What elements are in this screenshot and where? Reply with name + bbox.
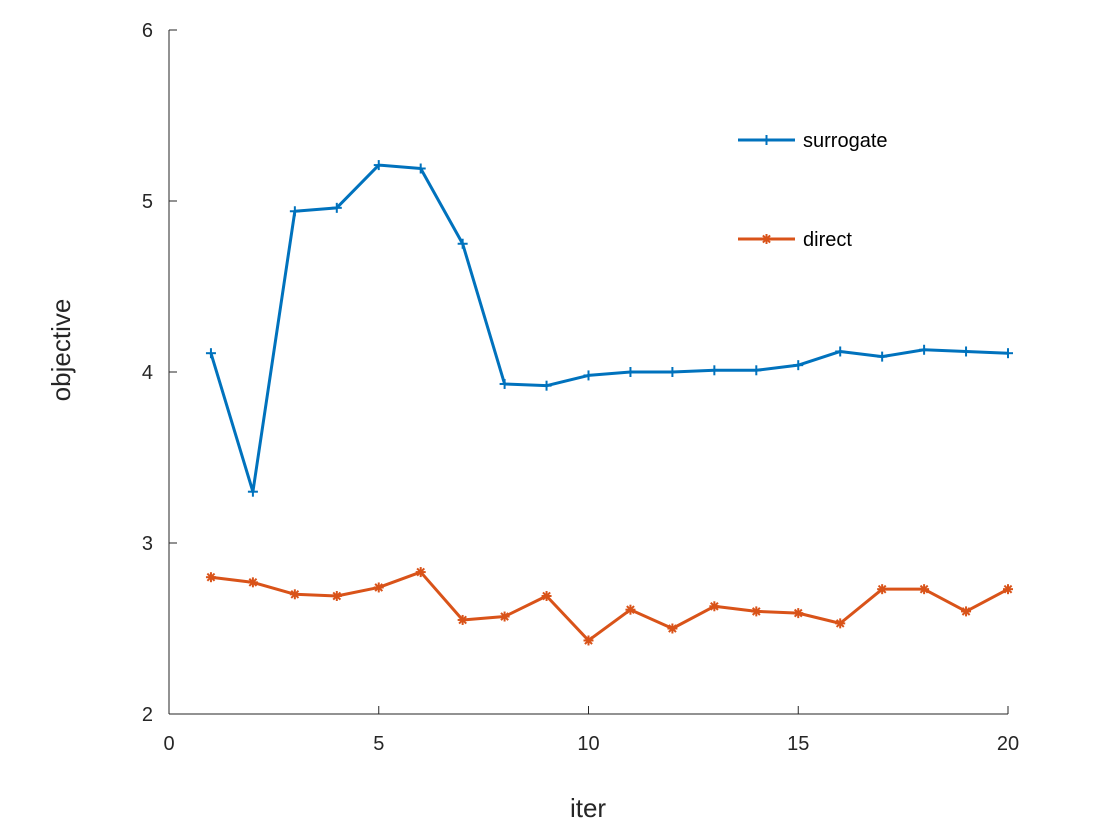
surrogate-point	[625, 367, 636, 377]
direct-point	[583, 635, 594, 646]
direct-line	[210, 570, 1009, 642]
direct-point	[499, 611, 510, 622]
y-tick-label: 3	[142, 533, 153, 555]
surrogate-point	[499, 378, 510, 389]
surrogate-point	[1003, 348, 1013, 359]
plot-series	[205, 160, 1013, 646]
tick-labels: 0 5 10 15 20 2 3 4 5 6	[142, 20, 1019, 755]
legend-label: surrogate	[803, 130, 888, 152]
y-axis-label: objective	[46, 299, 76, 402]
direct-point	[331, 591, 342, 602]
surrogate-line	[209, 163, 1009, 494]
x-tick-label: 0	[163, 733, 174, 755]
direct-point	[289, 589, 300, 600]
direct-point	[625, 604, 636, 615]
direct-point	[541, 591, 552, 602]
surrogate-point	[415, 163, 426, 174]
surrogate-point	[751, 365, 762, 376]
direct-point	[1003, 584, 1013, 595]
direct-point	[457, 614, 468, 625]
legend-marker	[761, 234, 772, 244]
legend: surrogate direct	[738, 130, 888, 251]
y-tick-label: 6	[142, 20, 153, 42]
direct-point	[247, 577, 258, 588]
x-tick-label: 20	[997, 733, 1019, 755]
surrogate-point	[541, 380, 552, 391]
surrogate-point	[457, 238, 468, 249]
y-tick-label: 4	[142, 362, 153, 384]
direct-point	[373, 582, 384, 593]
direct-point	[877, 584, 888, 595]
surrogate-point	[667, 367, 678, 377]
series-direct	[205, 567, 1013, 646]
surrogate-point	[289, 206, 300, 217]
direct-point	[793, 608, 804, 619]
surrogate-point	[709, 365, 720, 376]
direct-point	[751, 606, 762, 617]
direct-point	[709, 601, 720, 612]
x-tick-label: 10	[577, 733, 599, 755]
y-tick-label: 5	[142, 191, 153, 213]
surrogate-point	[331, 202, 342, 213]
surrogate-point	[835, 346, 846, 357]
surrogate-point	[247, 486, 258, 497]
surrogate-point	[919, 344, 930, 355]
legend-entry-direct: direct	[738, 229, 852, 251]
series-surrogate	[205, 160, 1013, 497]
surrogate-point	[205, 348, 216, 359]
y-tick-label: 2	[142, 704, 153, 726]
surrogate-point	[373, 160, 384, 171]
surrogate-point	[877, 351, 888, 362]
surrogate-point	[793, 360, 804, 371]
x-axis-label: iter	[570, 793, 606, 823]
direct-point	[667, 623, 678, 634]
direct-point	[205, 572, 216, 583]
direct-point	[835, 618, 846, 629]
surrogate-point	[961, 346, 972, 357]
direct-point	[961, 606, 972, 617]
direct-point	[919, 584, 930, 595]
axes	[168, 29, 1009, 715]
direct-point	[415, 567, 426, 578]
legend-marker	[761, 135, 772, 145]
surrogate-point	[583, 370, 594, 381]
x-tick-label: 5	[373, 733, 384, 755]
legend-label: direct	[803, 229, 852, 251]
legend-entry-surrogate: surrogate	[738, 130, 888, 152]
x-tick-label: 15	[787, 733, 809, 755]
